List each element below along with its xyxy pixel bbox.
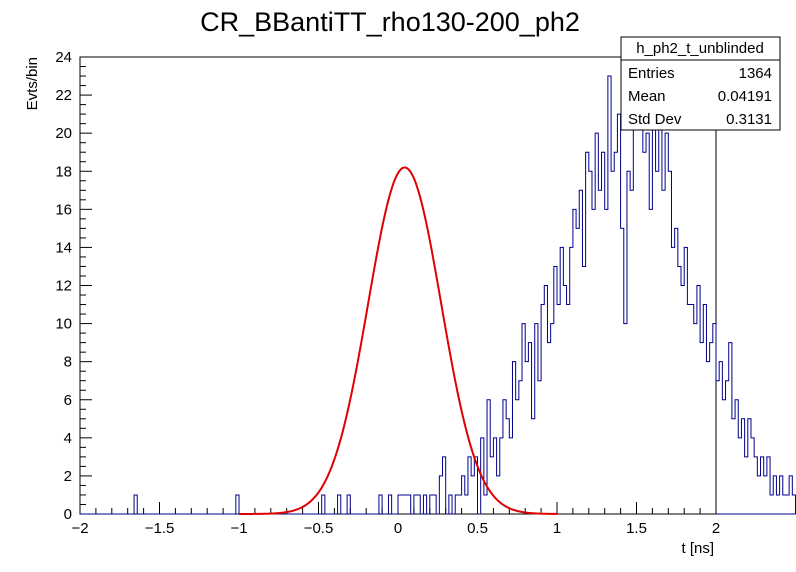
- stats-stddev-label: Std Dev: [628, 111, 682, 128]
- stats-entries-label: Entries: [628, 65, 675, 82]
- y-tick-label: 14: [55, 239, 72, 256]
- x-tick-label: −0.5: [304, 520, 334, 537]
- x-axis-label: t [ns]: [681, 540, 714, 557]
- y-tick-label: 0: [64, 506, 72, 523]
- histogram-series: [80, 56, 796, 515]
- x-tick-label: −2: [71, 520, 88, 537]
- x-tick-label: 1: [553, 520, 561, 537]
- x-axis: −2 −1.5 −1 −0.5 0 0.5 1 1.5 2: [71, 502, 720, 537]
- stats-box: h_ph2_t_unblinded Entries 1364 Mean 0.04…: [620, 36, 781, 131]
- y-tick-label: 12: [55, 278, 72, 295]
- y-tick-label: 18: [55, 163, 72, 180]
- stats-name: h_ph2_t_unblinded: [636, 40, 764, 57]
- x-tick-label: −1.5: [145, 520, 175, 537]
- stats-mean-label: Mean: [628, 88, 666, 105]
- x-tick-label: 1.5: [626, 520, 647, 537]
- stats-box-frame: [620, 36, 781, 131]
- y-tick-label: 22: [55, 87, 72, 104]
- x-tick-label: 0.5: [467, 520, 488, 537]
- x-tick-label: 0: [394, 520, 402, 537]
- y-tick-label: 16: [55, 201, 72, 218]
- stats-mean-value: 0.04191: [718, 88, 772, 105]
- y-tick-label: 20: [55, 125, 72, 142]
- y-tick-label: 8: [64, 354, 72, 371]
- y-axis-label: Evts/bin: [24, 57, 41, 110]
- y-tick-label: 10: [55, 316, 72, 333]
- y-tick-label: 6: [64, 392, 72, 409]
- x-tick-label: −1: [230, 520, 247, 537]
- x-tick-label: 2: [712, 520, 720, 537]
- stats-stddev-value: 0.3131: [726, 111, 772, 128]
- y-tick-label: 24: [55, 49, 72, 66]
- y-tick-label: 4: [64, 430, 72, 447]
- stats-entries-value: 1364: [739, 65, 772, 82]
- y-tick-label: 2: [64, 468, 72, 485]
- gaussian-fit-curve: [239, 166, 558, 515]
- chart-title: CR_BBantiTT_rho130-200_ph2: [200, 7, 580, 37]
